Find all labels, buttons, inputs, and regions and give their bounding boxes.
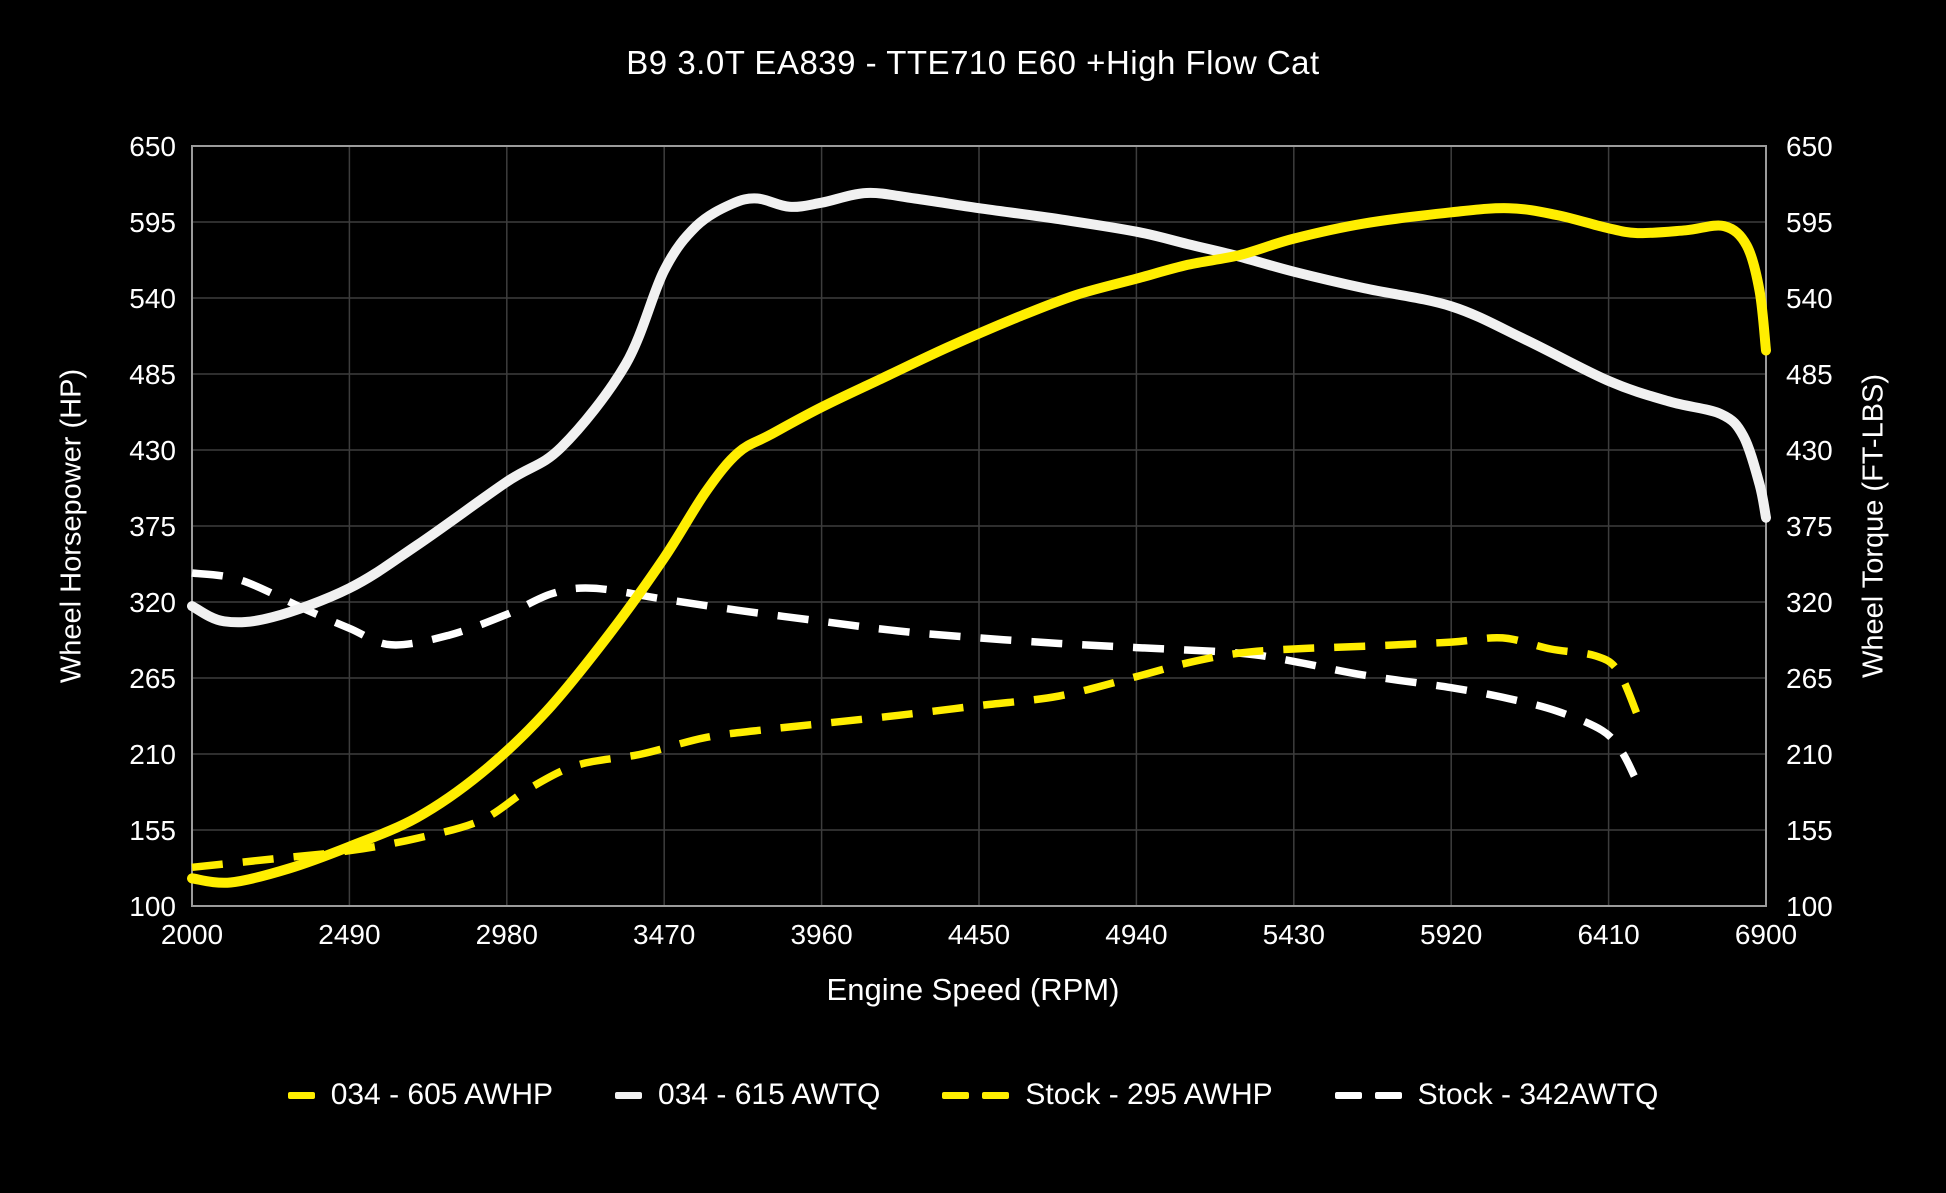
y-tick-label-right: 210 [1786, 739, 1833, 770]
y-tick-label-right: 155 [1786, 815, 1833, 846]
y-tick-label-left: 595 [129, 207, 176, 238]
y-tick-label-left: 100 [129, 891, 176, 922]
y-tick-label-left: 540 [129, 283, 176, 314]
plot-border [191, 145, 1767, 907]
y-tick-label-left: 320 [129, 587, 176, 618]
legend-item-stock-awhp: Stock - 295 AWHP [942, 1078, 1273, 1112]
y-tick-label-left: 485 [129, 359, 176, 390]
y-tick-label-left: 650 [129, 131, 176, 162]
y-tick-label-right: 430 [1786, 435, 1833, 466]
y-tick-label-right: 650 [1786, 131, 1833, 162]
legend-item-034-awtq: 034 - 615 AWTQ [615, 1078, 880, 1112]
y-tick-label-right: 265 [1786, 663, 1833, 694]
y-tick-label-left: 375 [129, 511, 176, 542]
series-curve-stock-342awtq [191, 569, 1638, 778]
legend-item-034-awhp: 034 - 605 AWHP [287, 1078, 554, 1112]
series-curve-034-605-awhp [187, 203, 1771, 888]
x-tick-label: 6410 [1577, 919, 1639, 950]
y-tick-label-right: 485 [1786, 359, 1833, 390]
y-tick-label-right: 595 [1786, 207, 1833, 238]
legend-label: 034 - 605 AWHP [330, 1078, 554, 1111]
legend-label: 034 - 615 AWTQ [658, 1078, 881, 1111]
series-curve-stock-295-awhp [191, 633, 1641, 872]
y-tick-label-left: 155 [129, 815, 176, 846]
series-curve-034-615-awtq [187, 187, 1771, 628]
x-tick-label: 3960 [790, 919, 852, 950]
chart-title: B9 3.0T EA839 - TTE710 E60 +High Flow Ca… [626, 44, 1320, 81]
x-tick-label: 5920 [1420, 919, 1482, 950]
x-tick-label: 4940 [1105, 919, 1167, 950]
x-tick-label: 2000 [161, 919, 223, 950]
legend-label: Stock - 342AWTQ [1417, 1078, 1659, 1111]
x-axis-title: Engine Speed (RPM) [826, 972, 1120, 1007]
x-tick-label: 5430 [1263, 919, 1325, 950]
y-axis-title-right: Wheel Torque (FT-LBS) [1857, 373, 1890, 679]
y-tick-label-right: 100 [1786, 891, 1833, 922]
legend-item-stock-awtq: Stock - 342AWTQ [1334, 1078, 1659, 1112]
y-tick-label-right: 375 [1786, 511, 1833, 542]
y-tick-label-right: 320 [1786, 587, 1833, 618]
x-tick-label: 2980 [476, 919, 538, 950]
y-axis-title-left: Wheel Horsepower (HP) [55, 368, 88, 684]
x-tick-label: 3470 [633, 919, 695, 950]
y-tick-label-left: 210 [129, 739, 176, 770]
dashed-yellow-line-icon [942, 1091, 1010, 1099]
legend-label: Stock - 295 AWHP [1025, 1078, 1273, 1111]
solid-yellow-line-icon [287, 1091, 315, 1099]
dashed-white-line-icon [1334, 1091, 1402, 1099]
chart-legend: 034 - 605 AWHP 034 - 615 AWTQ Stock - 29… [0, 1078, 1946, 1112]
y-tick-label-left: 430 [129, 435, 176, 466]
x-tick-label: 4450 [948, 919, 1010, 950]
solid-white-line-icon [615, 1091, 643, 1099]
y-tick-label-left: 265 [129, 663, 176, 694]
y-tick-label-right: 540 [1786, 283, 1833, 314]
x-tick-label: 2490 [318, 919, 380, 950]
x-tick-label: 6900 [1735, 919, 1797, 950]
